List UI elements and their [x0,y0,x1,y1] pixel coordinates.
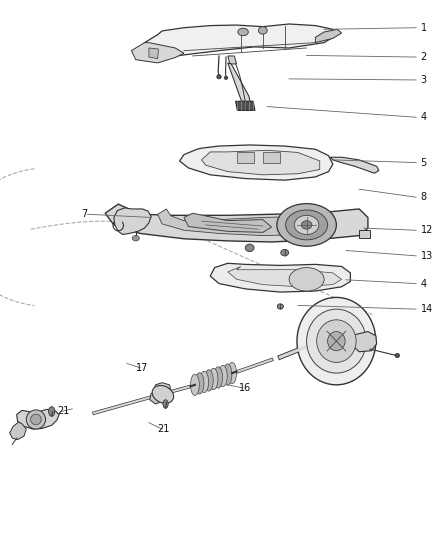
Text: 16: 16 [239,383,251,393]
Polygon shape [315,29,342,43]
Polygon shape [131,43,184,63]
Ellipse shape [195,373,204,394]
Polygon shape [145,24,333,56]
Ellipse shape [238,28,248,36]
Polygon shape [154,383,171,398]
Ellipse shape [395,353,399,358]
Polygon shape [210,263,350,292]
Ellipse shape [205,370,213,391]
Text: 5: 5 [420,158,427,167]
Polygon shape [184,213,272,232]
Polygon shape [228,63,252,110]
Text: 3: 3 [420,75,427,85]
Text: 4: 4 [420,279,427,288]
Ellipse shape [294,215,319,235]
Polygon shape [158,209,315,236]
Ellipse shape [26,410,46,429]
Ellipse shape [307,309,366,373]
Text: 17: 17 [136,363,148,373]
Polygon shape [201,150,320,175]
Polygon shape [263,152,280,163]
Ellipse shape [132,236,139,241]
Polygon shape [10,422,26,440]
Ellipse shape [163,400,168,408]
Text: 7: 7 [81,209,87,219]
Ellipse shape [152,385,174,403]
Ellipse shape [31,414,41,425]
Text: 2: 2 [420,52,427,62]
Polygon shape [228,56,237,64]
Text: 13: 13 [420,251,433,261]
Polygon shape [330,157,379,173]
Text: 12: 12 [420,225,433,235]
Ellipse shape [209,368,218,390]
Ellipse shape [301,221,312,229]
Ellipse shape [219,366,227,387]
Ellipse shape [228,362,237,384]
Polygon shape [350,332,377,352]
Ellipse shape [49,407,55,416]
Polygon shape [236,101,255,110]
Text: 14: 14 [420,304,433,314]
Ellipse shape [214,367,223,388]
Text: 4: 4 [420,112,427,122]
Polygon shape [17,409,59,429]
Ellipse shape [277,204,336,246]
Ellipse shape [281,249,289,256]
Polygon shape [114,208,151,235]
Ellipse shape [328,332,345,351]
Ellipse shape [191,374,199,395]
Text: 1: 1 [420,23,427,33]
Polygon shape [359,230,370,238]
Ellipse shape [217,75,221,79]
Polygon shape [149,48,159,59]
Text: 8: 8 [420,192,427,202]
Ellipse shape [297,297,376,385]
Ellipse shape [224,76,228,79]
Polygon shape [105,204,368,242]
Ellipse shape [277,304,283,309]
Ellipse shape [223,364,232,385]
Ellipse shape [200,371,208,392]
Text: 21: 21 [158,424,170,434]
Ellipse shape [317,320,356,362]
Polygon shape [228,266,342,287]
Ellipse shape [258,27,267,34]
Polygon shape [180,145,333,180]
Polygon shape [150,391,163,404]
Text: 21: 21 [57,407,69,416]
Ellipse shape [245,244,254,252]
Ellipse shape [289,268,324,291]
Polygon shape [237,152,254,163]
Ellipse shape [286,210,328,240]
